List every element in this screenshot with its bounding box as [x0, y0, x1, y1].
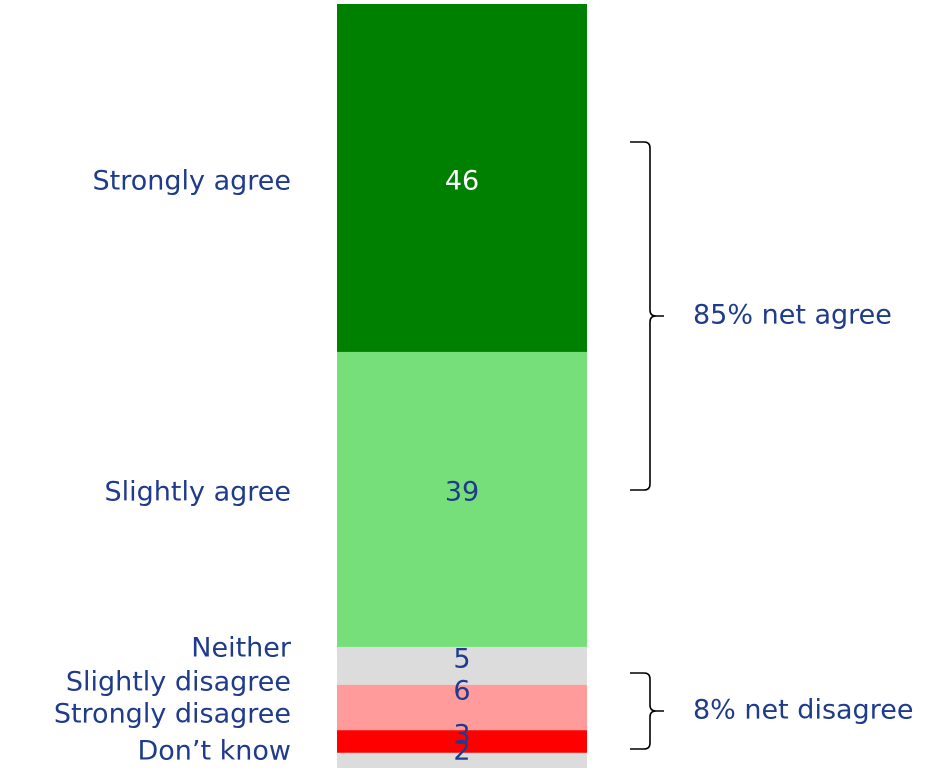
- value-label: 3: [453, 720, 470, 751]
- bar-segment-strongly-disagree: [337, 730, 587, 753]
- annotation-label: 85% net agree: [693, 300, 892, 331]
- category-label: Strongly disagree: [54, 699, 291, 730]
- category-label: Neither: [191, 633, 292, 664]
- bar-segments: [337, 4, 587, 768]
- bracket-net-disagree: [630, 672, 664, 750]
- value-label: 46: [445, 166, 479, 197]
- bracket-net-agree: [630, 141, 664, 491]
- bar-segment-strongly-agree: [337, 4, 587, 352]
- bar-segment-neither: [337, 646, 587, 685]
- bar-segment-slightly-agree: [337, 351, 587, 647]
- category-labels: Strongly agree Slightly agree NeitherSligh…: [54, 166, 292, 767]
- value-label: 6: [453, 676, 470, 707]
- category-label: Don’t know: [137, 736, 291, 767]
- category-label: Slightly agree: [105, 477, 291, 508]
- category-label: Slightly disagree: [66, 667, 291, 698]
- bar-segment-slightly-disagree: [337, 684, 587, 731]
- value-label: 39: [445, 477, 479, 508]
- bar-segment-don-t-know: [337, 752, 587, 768]
- value-labels: 46 39 56 32: [445, 166, 479, 767]
- value-label: 5: [453, 644, 470, 675]
- category-label: Strongly agree: [93, 166, 291, 197]
- bracket-annotations: 85% net agree 8% net disagree: [630, 141, 913, 750]
- value-label: 2: [453, 736, 470, 767]
- annotation-label: 8% net disagree: [693, 695, 913, 726]
